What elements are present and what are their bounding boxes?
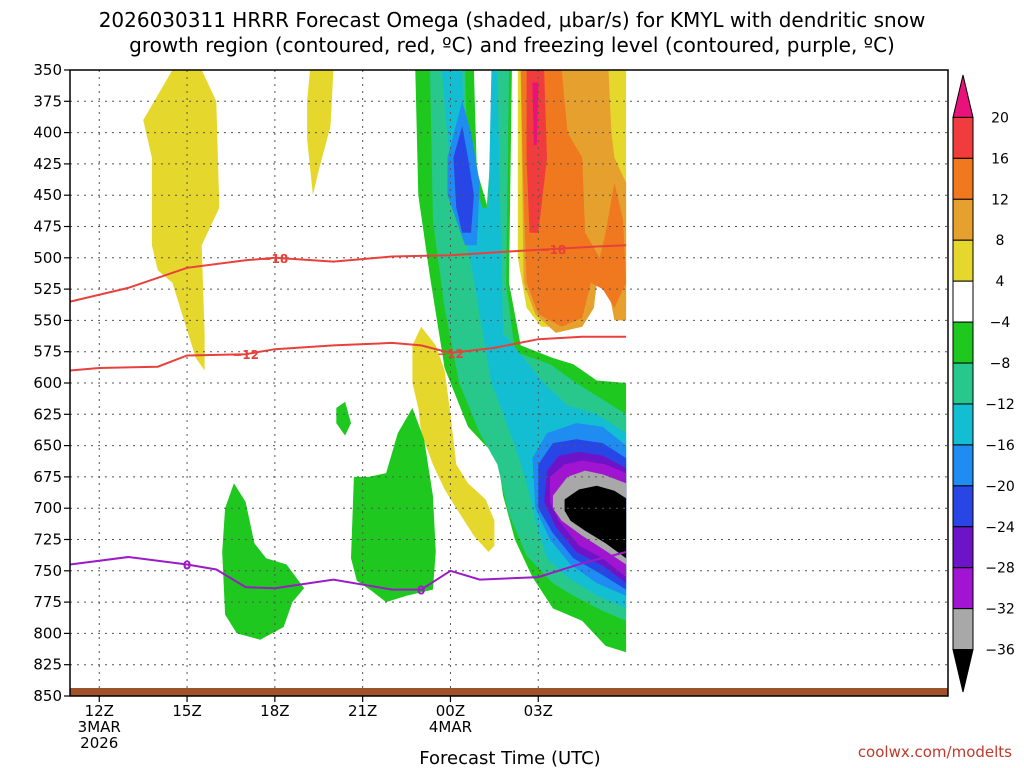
colorbar-label: −4 — [990, 315, 1011, 331]
omega-region-1 — [307, 70, 334, 196]
omega-region-5 — [351, 408, 436, 603]
colorbar-label: −8 — [990, 356, 1011, 372]
axes: 350 375 400 425 450 475 500 525 550 575 600 625 650 6… — [33, 61, 949, 752]
y-tick-label-725: 725 — [33, 531, 62, 549]
colorbar-bin — [952, 321, 974, 364]
x-tick-label-4MAR: 4MAR — [429, 718, 472, 736]
colorbar-label: 8 — [996, 233, 1005, 249]
colorbar-label: −36 — [985, 643, 1015, 659]
colorbar-label: −12 — [985, 397, 1015, 413]
colorbar-label: −28 — [985, 561, 1015, 577]
y-tick-label-350: 350 — [33, 61, 62, 79]
y-tick-label-650: 650 — [33, 437, 62, 455]
omega-region-20 — [526, 70, 547, 233]
colorbar-bin-bottom — [952, 649, 974, 693]
y-tick-label-750: 750 — [33, 562, 62, 580]
colorbar-bin — [952, 116, 974, 159]
x-tick-label-2026: 2026 — [80, 734, 118, 752]
colorbar-label: −20 — [985, 479, 1015, 495]
colorbar-bin-top — [952, 74, 974, 118]
x-tick-label-21Z: 21Z — [348, 702, 377, 720]
ground-strip — [70, 688, 948, 696]
x-tick-label-3MAR: 3MAR — [78, 718, 121, 736]
chart-title-line1: 2026030311 HRRR Forecast Omega (shaded, … — [99, 8, 926, 32]
colorbar: 20 16 12 8 4 −4 −8 −12 −16 −20 −24 −28 −32 −36 — [952, 74, 1015, 693]
colorbar-label: 4 — [996, 274, 1005, 290]
colorbar-label: −32 — [985, 602, 1015, 618]
colorbar-bin — [952, 608, 974, 651]
colorbar-label: −24 — [985, 520, 1015, 536]
x-axis-label: Forecast Time (UTC) — [419, 748, 600, 768]
colorbar-bin — [952, 444, 974, 487]
contour-label--12: −12 — [232, 348, 259, 362]
colorbar-bin — [952, 362, 974, 405]
colorbar-bin — [952, 403, 974, 446]
contours: −18 −18 −12 −12 0 0 — [70, 243, 627, 598]
colorbar-label: 20 — [991, 110, 1009, 126]
contour-label--12: −12 — [437, 347, 464, 361]
y-tick-label-500: 500 — [33, 249, 62, 267]
y-tick-label-425: 425 — [33, 155, 62, 173]
omega-region-0 — [143, 70, 220, 371]
contour-label--18: −18 — [261, 252, 288, 266]
x-tick-label-03Z: 03Z — [524, 702, 553, 720]
colorbar-bin — [952, 485, 974, 528]
x-tick-label-18Z: 18Z — [260, 702, 289, 720]
contour-label-0: 0 — [417, 584, 425, 598]
y-tick-label-525: 525 — [33, 280, 62, 298]
y-tick-label-850: 850 — [33, 687, 62, 705]
credit-label: coolwx.com/modelts — [858, 743, 1012, 761]
x-tick-label-00Z: 00Z — [436, 702, 465, 720]
chart-title-line2: growth region (contoured, red, ºC) and f… — [129, 33, 895, 57]
y-tick-label-600: 600 — [33, 374, 62, 392]
y-tick-label-400: 400 — [33, 124, 62, 142]
colorbar-label: 12 — [991, 192, 1009, 208]
x-tick-label-15Z: 15Z — [172, 702, 201, 720]
y-tick-label-625: 625 — [33, 405, 62, 423]
contour-label-0: 0 — [183, 559, 191, 573]
y-tick-label-375: 375 — [33, 92, 62, 110]
colorbar-bin — [952, 157, 974, 200]
omega-region-21 — [532, 82, 539, 146]
omega-shading — [143, 70, 627, 653]
x-tick-label-12Z: 12Z — [85, 702, 114, 720]
y-tick-label-675: 675 — [33, 468, 62, 486]
colorbar-label: −16 — [985, 438, 1015, 454]
y-tick-label-825: 825 — [33, 656, 62, 674]
y-tick-label-450: 450 — [33, 186, 62, 204]
colorbar-bin — [952, 280, 974, 323]
omega-region-19 — [520, 70, 627, 327]
y-tick-label-475: 475 — [33, 218, 62, 236]
omega-region-4 — [222, 483, 305, 640]
colorbar-label: 16 — [991, 151, 1009, 167]
y-tick-label-800: 800 — [33, 624, 62, 642]
plot-area: −18 −18 −12 −12 0 0 — [70, 69, 948, 697]
omega-region-16 — [564, 485, 627, 559]
y-tick-label-775: 775 — [33, 593, 62, 611]
colorbar-bin — [952, 567, 974, 610]
y-tick-label-575: 575 — [33, 343, 62, 361]
omega-region-2 — [412, 326, 495, 552]
contour--18 — [70, 244, 627, 303]
contour-0 — [70, 551, 627, 591]
y-tick-label-700: 700 — [33, 499, 62, 517]
y-tick-label-550: 550 — [33, 311, 62, 329]
colorbar-bin — [952, 239, 974, 282]
omega-region-11 — [453, 126, 474, 233]
omega-region-6 — [336, 401, 351, 436]
colorbar-bin — [952, 198, 974, 241]
contour--12 — [70, 335, 627, 372]
contour-label--18: −18 — [540, 243, 567, 257]
colorbar-bin — [952, 526, 974, 569]
